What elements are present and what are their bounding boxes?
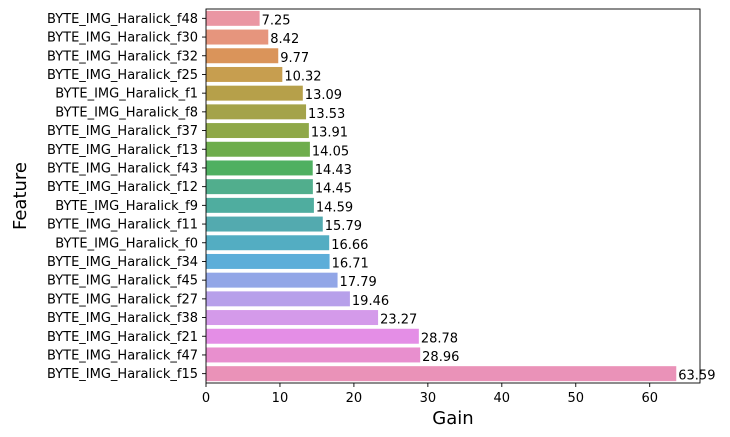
value-label-BYTE_IMG_Haralick_f37: 13.91 [311,126,348,141]
bar-BYTE_IMG_Haralick_f11 [206,216,323,232]
bar-BYTE_IMG_Haralick_f38 [206,310,379,326]
y-tick-label: BYTE_IMG_Haralick_f21 [47,330,198,345]
y-tick-label: BYTE_IMG_Haralick_f9 [55,199,198,214]
bar-BYTE_IMG_Haralick_f34 [206,253,330,269]
bar-BYTE_IMG_Haralick_f21 [206,328,419,344]
y-tick-label: BYTE_IMG_Haralick_f25 [47,68,198,83]
bar-BYTE_IMG_Haralick_f15 [206,366,677,382]
y-tick-label: BYTE_IMG_Haralick_f12 [47,180,198,195]
y-tick-label: BYTE_IMG_Haralick_f43 [47,161,198,176]
x-tick-label: 10 [272,391,289,406]
bar-BYTE_IMG_Haralick_f0 [206,235,330,251]
value-label-BYTE_IMG_Haralick_f21: 28.78 [421,331,458,346]
x-tick-label: 0 [202,391,210,406]
y-tick-label: BYTE_IMG_Haralick_f0 [55,236,198,251]
y-tick-label: BYTE_IMG_Haralick_f8 [55,105,198,120]
value-label-BYTE_IMG_Haralick_f12: 14.45 [315,182,352,197]
y-tick-label: BYTE_IMG_Haralick_f11 [47,218,198,233]
y-tick-label: BYTE_IMG_Haralick_f27 [47,292,198,307]
bar-BYTE_IMG_Haralick_f37 [206,123,309,139]
bar-BYTE_IMG_Haralick_f43 [206,160,313,176]
value-label-BYTE_IMG_Haralick_f0: 16.66 [331,238,368,253]
x-tick-label: 50 [567,391,584,406]
plot-frame [205,8,701,384]
bar-BYTE_IMG_Haralick_f12 [206,179,313,195]
bar-BYTE_IMG_Haralick_f1 [206,85,303,101]
value-labels-group: 7.25 8.42 9.77 10.32 13.09 13.53 13.91 14.05 14.… [262,13,716,383]
bar-BYTE_IMG_Haralick_f13 [206,141,310,157]
x-axis-label: Gain [432,408,473,429]
bar-BYTE_IMG_Haralick_f8 [206,104,307,120]
y-tick-label: BYTE_IMG_Haralick_f34 [47,255,198,270]
bar-BYTE_IMG_Haralick_f48 [206,10,260,26]
x-tick-label: 60 [641,391,658,406]
value-label-BYTE_IMG_Haralick_f43: 14.43 [315,163,352,178]
value-label-BYTE_IMG_Haralick_f25: 10.32 [284,69,321,84]
bar-BYTE_IMG_Haralick_f9 [206,197,314,213]
value-label-BYTE_IMG_Haralick_f13: 14.05 [312,144,349,159]
value-label-BYTE_IMG_Haralick_f8: 13.53 [308,107,345,122]
bar-BYTE_IMG_Haralick_f47 [206,347,421,363]
value-label-BYTE_IMG_Haralick_f38: 23.27 [380,313,417,328]
bars-group [206,10,677,382]
bar-BYTE_IMG_Haralick_f32 [206,48,279,64]
x-tick-label: 30 [420,391,437,406]
y-tick-label: BYTE_IMG_Haralick_f32 [47,49,198,64]
y-tick-label: BYTE_IMG_Haralick_f15 [47,367,198,382]
y-tick-label: BYTE_IMG_Haralick_f13 [47,143,198,158]
value-label-BYTE_IMG_Haralick_f1: 13.09 [305,88,342,103]
value-label-BYTE_IMG_Haralick_f45: 17.79 [340,275,377,290]
y-axis-label: Feature [10,162,31,230]
bar-BYTE_IMG_Haralick_f45 [206,272,338,288]
y-axis-ticks: BYTE_IMG_Haralick_f48 BYTE_IMG_Haralick_f… [47,12,206,382]
bar-BYTE_IMG_Haralick_f27 [206,291,350,307]
y-tick-label: BYTE_IMG_Haralick_f38 [47,311,198,326]
bar-BYTE_IMG_Haralick_f30 [206,29,269,45]
value-label-BYTE_IMG_Haralick_f34: 16.71 [332,256,369,271]
x-tick-label: 20 [346,391,363,406]
y-tick-label: BYTE_IMG_Haralick_f30 [47,31,198,46]
x-axis-ticks: 0 10 20 30 40 50 60 [202,383,658,406]
value-label-BYTE_IMG_Haralick_f9: 14.59 [316,200,353,215]
value-label-BYTE_IMG_Haralick_f15: 63.59 [678,369,715,384]
y-tick-label: BYTE_IMG_Haralick_f37 [47,124,198,139]
y-tick-label: BYTE_IMG_Haralick_f48 [47,12,198,27]
value-label-BYTE_IMG_Haralick_f30: 8.42 [270,32,299,47]
value-label-BYTE_IMG_Haralick_f27: 19.46 [352,294,389,309]
y-tick-label: BYTE_IMG_Haralick_f1 [55,87,198,102]
y-tick-label: BYTE_IMG_Haralick_f47 [47,348,198,363]
y-tick-label: BYTE_IMG_Haralick_f45 [47,274,198,289]
value-label-BYTE_IMG_Haralick_f48: 7.25 [262,13,291,28]
x-tick-label: 40 [494,391,511,406]
value-label-BYTE_IMG_Haralick_f32: 9.77 [280,51,309,66]
value-label-BYTE_IMG_Haralick_f47: 28.96 [422,350,459,365]
value-label-BYTE_IMG_Haralick_f11: 15.79 [325,219,362,234]
bar-BYTE_IMG_Haralick_f25 [206,66,283,82]
